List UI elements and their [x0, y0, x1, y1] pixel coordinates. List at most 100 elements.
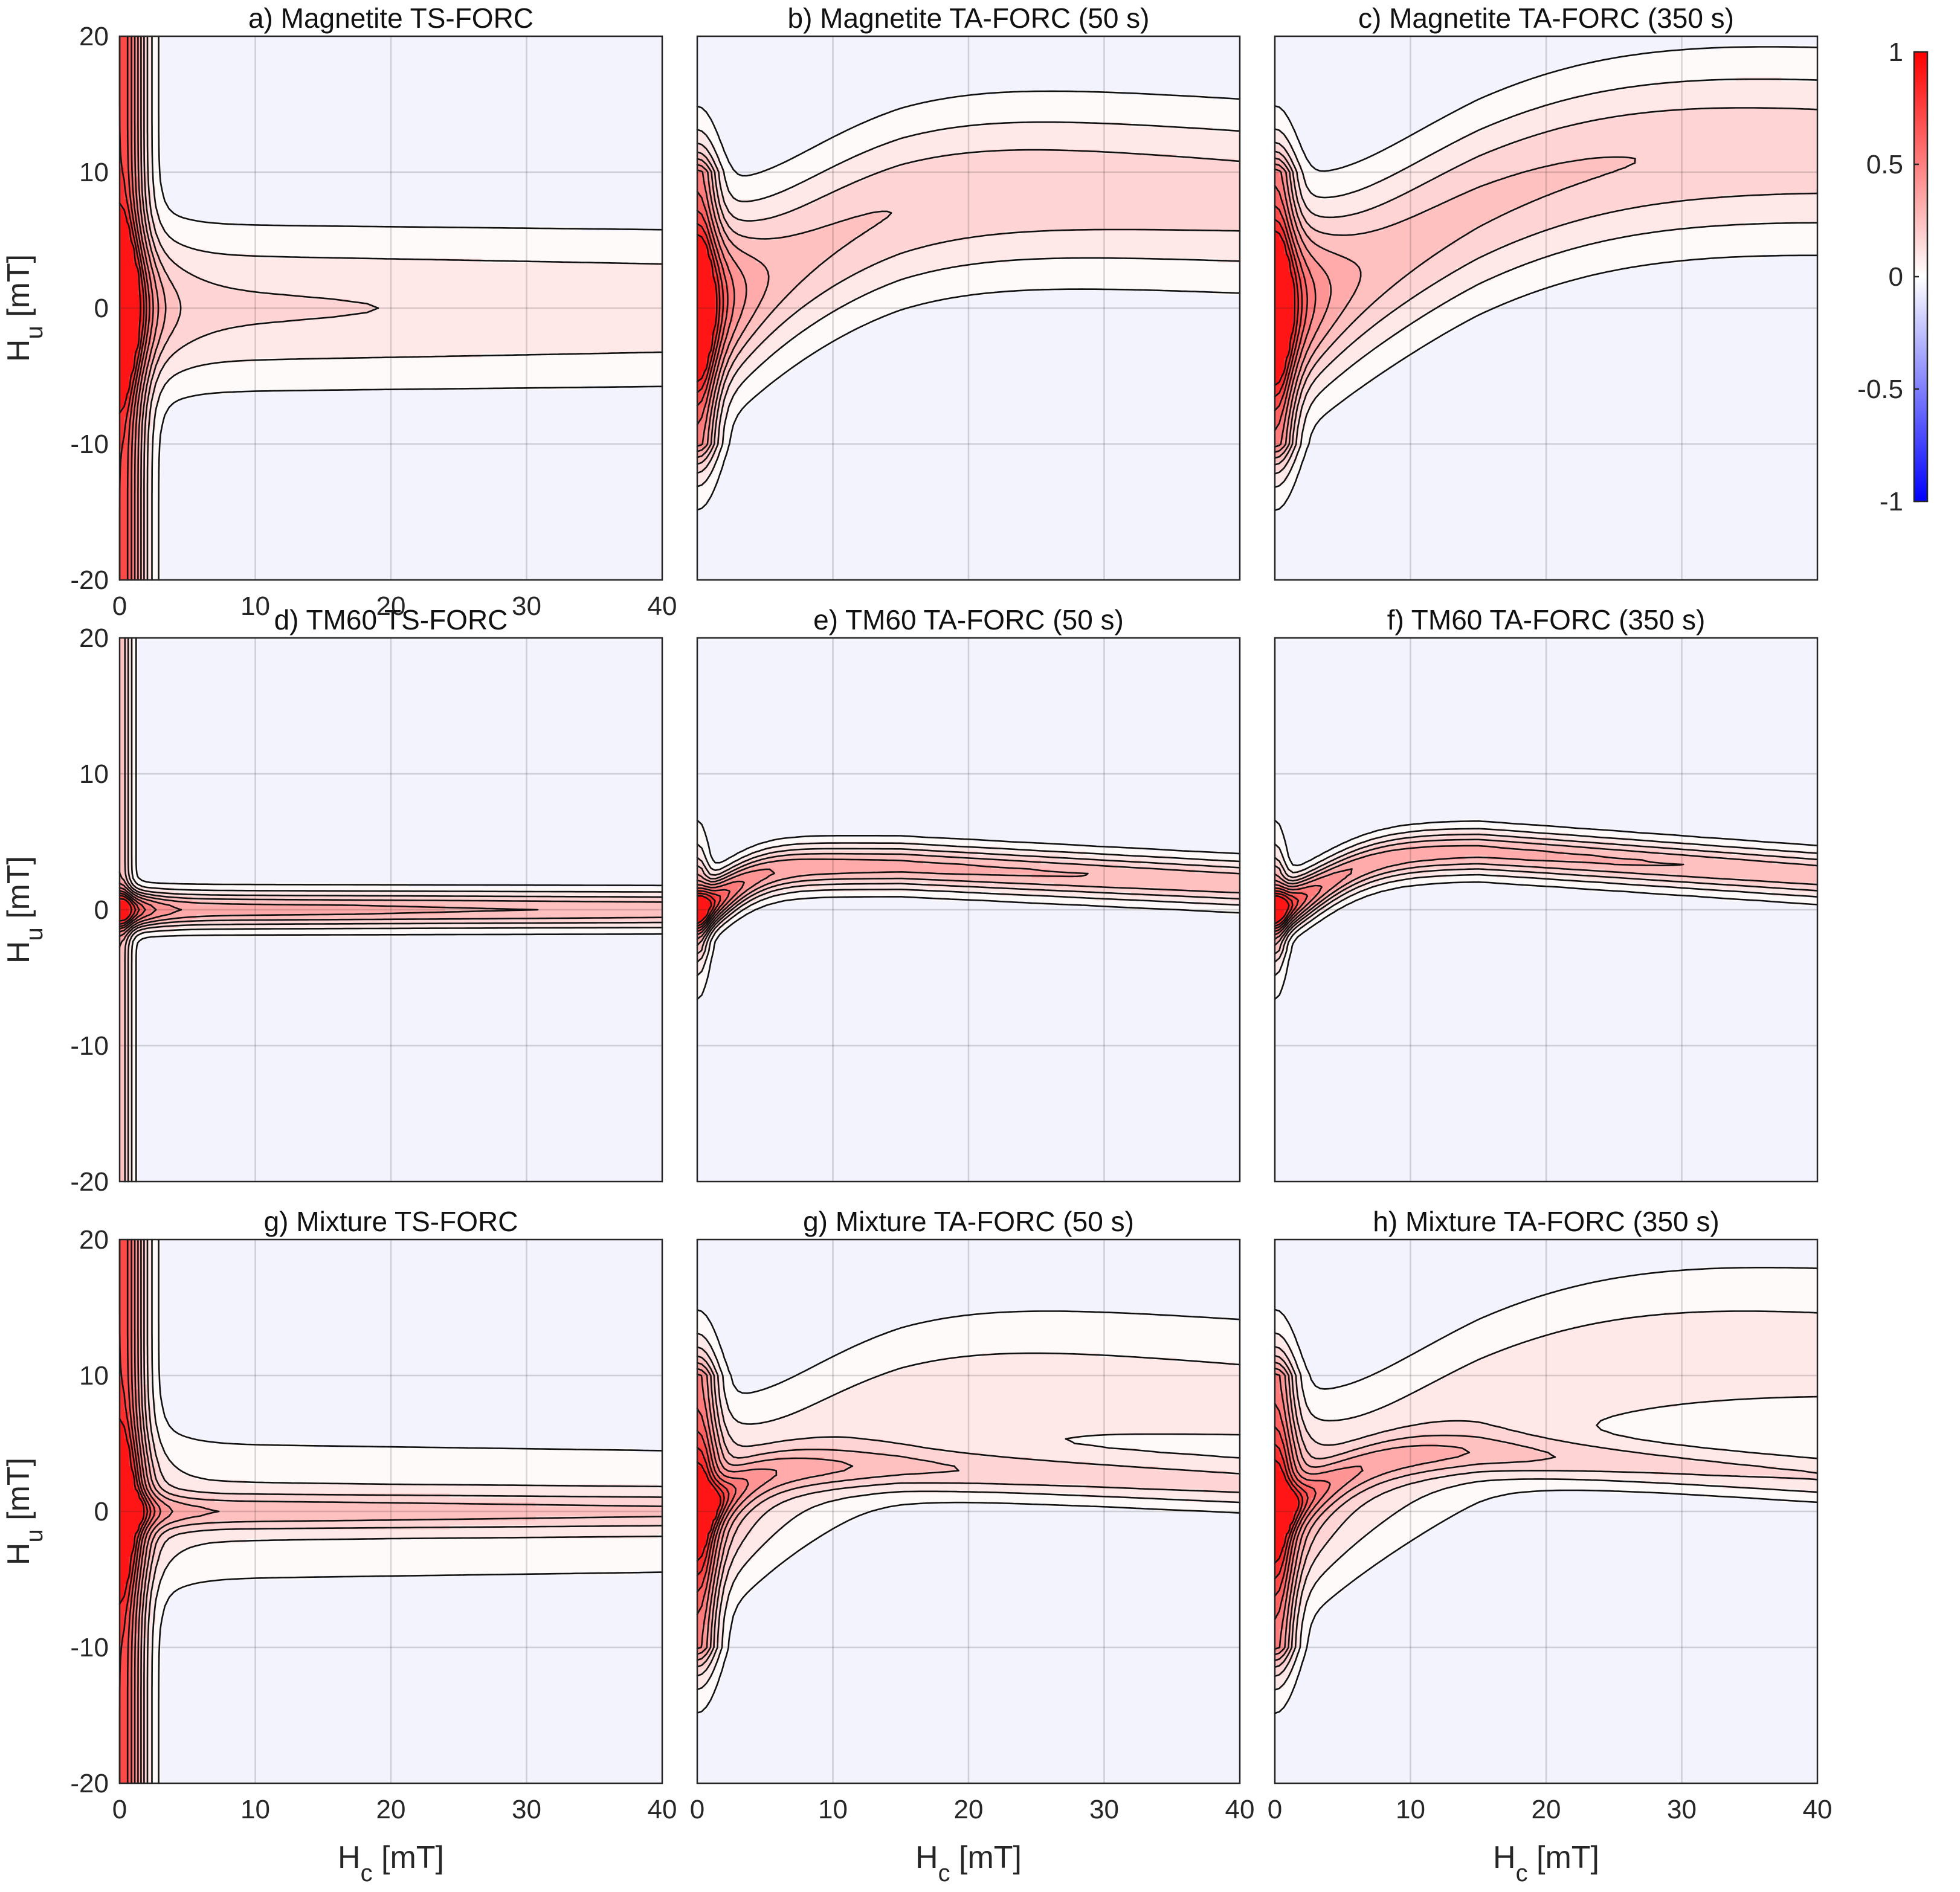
density-cell: [146, 145, 152, 150]
density-cell: [182, 281, 188, 286]
density-cell: [151, 145, 156, 150]
density-cell: [427, 281, 432, 286]
density-cell: [359, 236, 364, 241]
density-cell: [495, 227, 500, 232]
density-cell: [151, 172, 156, 178]
density-cell: [120, 231, 125, 236]
density-cell: [635, 276, 640, 282]
density-cell: [417, 381, 423, 386]
density-cell: [590, 349, 595, 354]
density-cell: [233, 290, 238, 295]
density-cell: [603, 344, 608, 350]
density-cell: [495, 236, 500, 241]
density-cell: [422, 308, 428, 314]
density-cell: [224, 349, 229, 354]
density-cell: [459, 330, 464, 336]
density-cell: [486, 330, 491, 336]
density-cell: [517, 376, 523, 381]
density-cell: [273, 227, 279, 232]
density-cell: [648, 367, 654, 372]
density-cell: [431, 362, 437, 368]
density-cell: [635, 240, 640, 245]
density-cell: [553, 263, 559, 268]
density-cell: [422, 362, 428, 368]
density-cell: [255, 344, 260, 350]
density-cell: [445, 299, 450, 304]
density-cell: [146, 127, 152, 132]
density-cell: [399, 330, 405, 336]
density-cell: [337, 381, 342, 386]
density-cell: [368, 294, 373, 300]
density-cell: [468, 276, 473, 282]
density-cell: [450, 231, 455, 236]
density-cell: [422, 349, 428, 354]
density-cell: [648, 372, 654, 377]
density-cell: [323, 321, 328, 327]
density-cell: [490, 308, 495, 314]
density-cell: [495, 299, 500, 304]
density-cell: [377, 308, 382, 314]
density-cell: [160, 249, 166, 254]
density-cell: [612, 376, 617, 381]
density-cell: [639, 381, 645, 386]
density-cell: [431, 335, 437, 341]
density-cell: [282, 236, 288, 241]
density-cell: [630, 339, 636, 345]
density-cell: [255, 317, 260, 323]
density-cell: [513, 372, 518, 377]
density-cell: [535, 236, 541, 241]
density-cell: [128, 339, 134, 345]
density-cell: [178, 267, 184, 272]
density-cell: [585, 321, 590, 327]
density-cell: [576, 258, 581, 263]
density-cell: [450, 312, 455, 318]
density-cell: [404, 231, 410, 236]
density-cell: [481, 227, 486, 232]
density-cell: [599, 294, 604, 300]
density-cell: [513, 326, 518, 332]
density-cell: [264, 276, 269, 282]
density-cell: [431, 308, 437, 314]
density-cell: [224, 372, 229, 377]
density-cell: [323, 339, 328, 345]
density-cell: [540, 249, 546, 254]
density-cell: [499, 330, 505, 336]
density-cell: [214, 272, 220, 277]
density-cell: [364, 227, 369, 232]
density-cell: [173, 326, 179, 332]
density-cell: [151, 109, 156, 114]
density-cell: [576, 317, 581, 323]
density-cell: [219, 272, 224, 277]
density-cell: [621, 349, 627, 354]
density-cell: [382, 299, 387, 304]
density-cell: [440, 330, 446, 336]
density-cell: [373, 339, 378, 345]
density-cell: [201, 339, 206, 345]
density-cell: [382, 312, 387, 318]
density-cell: [450, 267, 455, 272]
density-cell: [237, 372, 242, 377]
density-cell: [549, 362, 554, 368]
density-cell: [309, 353, 315, 359]
density-cell: [341, 349, 346, 354]
density-cell: [182, 254, 188, 259]
density-cell: [364, 381, 369, 386]
density-cell: [648, 317, 654, 323]
density-cell: [337, 272, 342, 277]
density-cell: [182, 299, 188, 304]
density-cell: [499, 245, 505, 250]
density-cell: [277, 231, 283, 236]
density-cell: [630, 285, 636, 291]
density-cell: [124, 100, 129, 105]
density-cell: [513, 335, 518, 341]
density-cell: [377, 317, 382, 323]
density-cell: [508, 227, 514, 232]
density-cell: [128, 303, 134, 309]
density-cell: [431, 299, 437, 304]
density-cell: [395, 339, 401, 345]
density-cell: [440, 272, 446, 277]
density-cell: [173, 245, 179, 250]
density-cell: [268, 276, 274, 282]
density-cell: [173, 267, 179, 272]
